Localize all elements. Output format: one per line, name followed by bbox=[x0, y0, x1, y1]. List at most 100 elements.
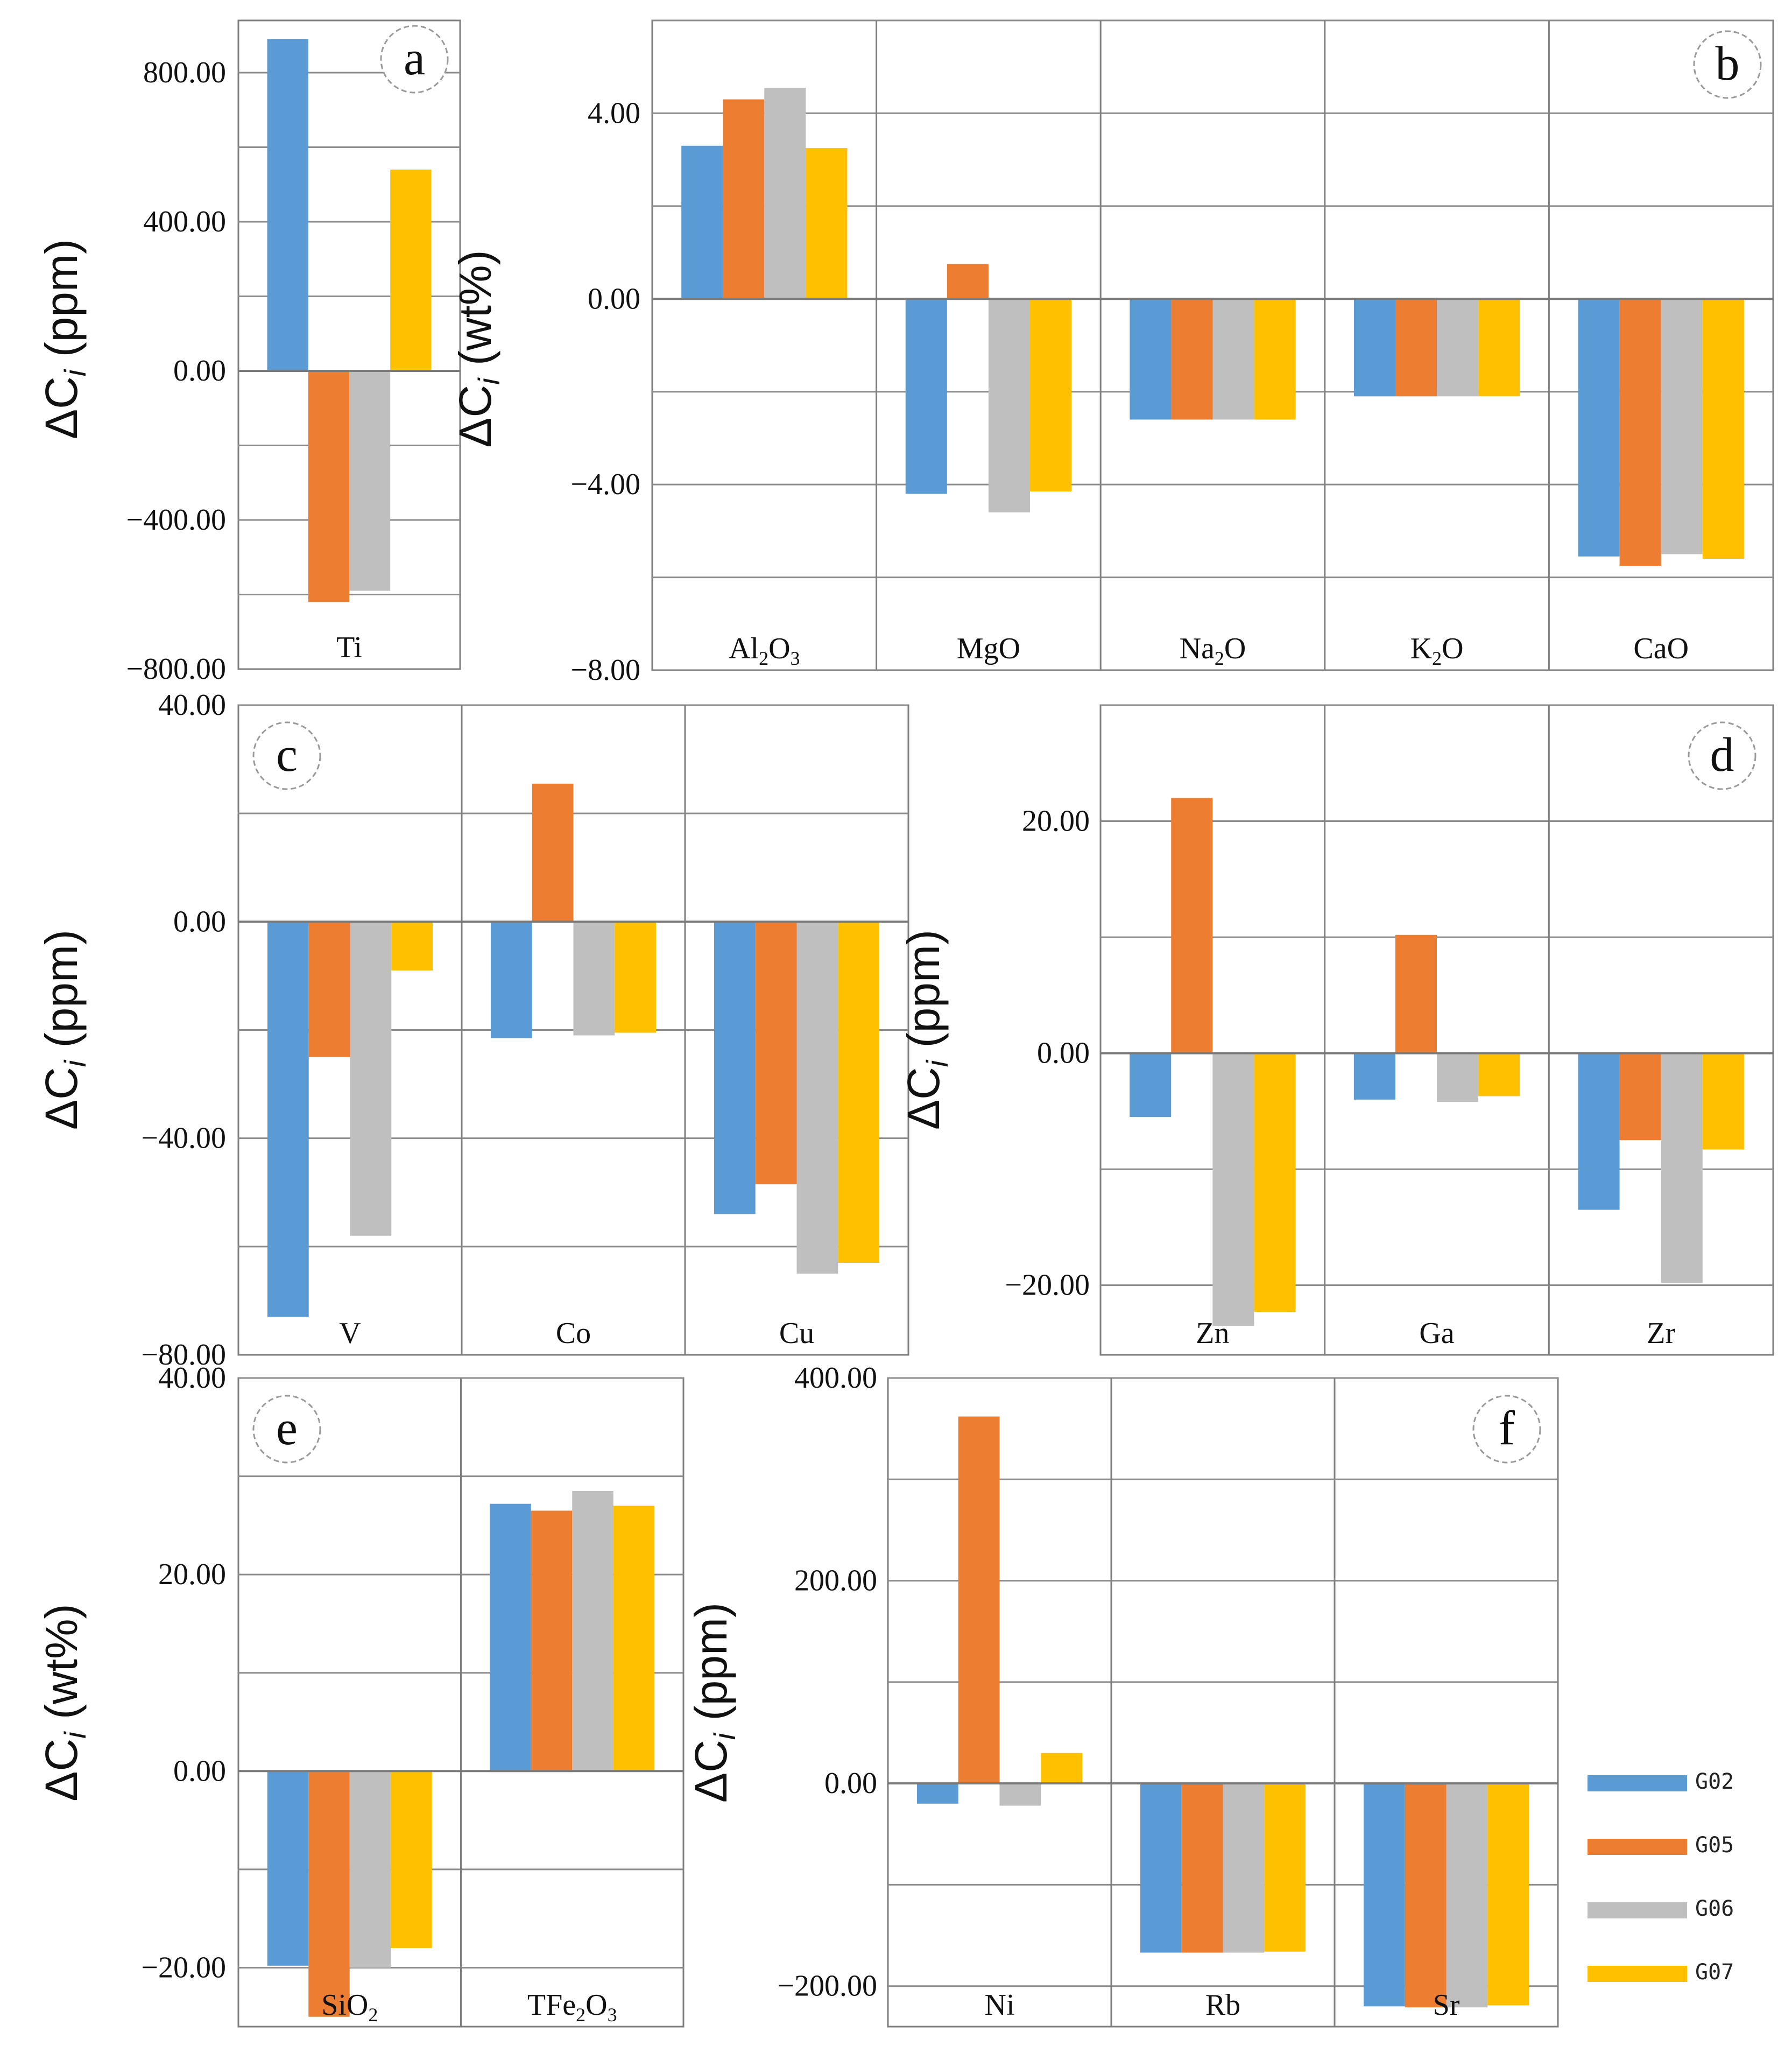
bar-b-K2O-G07 bbox=[1478, 299, 1520, 397]
category-label-Zr: Zr bbox=[1647, 1317, 1675, 1350]
y-tick-label: 20.00 bbox=[1022, 805, 1090, 838]
bar-b-Al2O3-G07 bbox=[806, 148, 848, 299]
bar-b-MgO-G06 bbox=[988, 299, 1030, 512]
category-label-Cu: Cu bbox=[779, 1317, 814, 1350]
bar-a-Ti-G06 bbox=[349, 370, 391, 591]
legend-swatch-g02 bbox=[1588, 1775, 1687, 1791]
bar-f-Sr-G02 bbox=[1363, 1783, 1405, 2007]
category-label-V: V bbox=[339, 1317, 361, 1350]
panel-badge-f bbox=[1472, 1395, 1541, 1464]
category-label-Al2O3: Al2O3 bbox=[729, 632, 800, 669]
bar-f-Ni-G05 bbox=[958, 1416, 1000, 1784]
y-tick-label: −800.00 bbox=[126, 652, 226, 686]
bar-f-Rb-G07 bbox=[1264, 1783, 1306, 1952]
bar-b-MgO-G02 bbox=[905, 299, 947, 494]
legend-swatch-g06 bbox=[1588, 1902, 1687, 1918]
bar-d-Zn-G02 bbox=[1130, 1053, 1172, 1117]
y-tick-label: 800.00 bbox=[143, 56, 226, 89]
panel-badge-b bbox=[1693, 30, 1762, 99]
bar-d-Zn-G07 bbox=[1254, 1053, 1296, 1312]
panel-badge-a bbox=[380, 25, 449, 94]
y-tick-label: −200.00 bbox=[777, 1970, 877, 2003]
panel-badge-d bbox=[1688, 721, 1756, 790]
category-label-Ni: Ni bbox=[985, 1988, 1015, 2022]
bar-b-Al2O3-G05 bbox=[723, 99, 765, 299]
y-tick-label: 200.00 bbox=[794, 1564, 877, 1598]
category-label-Co: Co bbox=[556, 1317, 591, 1350]
bar-b-MgO-G05 bbox=[947, 264, 989, 299]
bar-b-CaO-G06 bbox=[1661, 299, 1703, 554]
legend-item-g02: G02 bbox=[1588, 1766, 1770, 1798]
bar-e-SiO2-G02 bbox=[267, 1771, 309, 1966]
y-tick-label: 400.00 bbox=[143, 205, 226, 238]
bar-e-TFe2O3-G07 bbox=[613, 1506, 655, 1771]
panel-b: Al2O3 MgO Na2O K2O CaO 4.00 0.00 −4.00 −8.00 ΔCi … bbox=[450, 19, 1774, 687]
bar-b-Al2O3-G06 bbox=[764, 88, 806, 299]
legend-swatch-g07 bbox=[1588, 1966, 1687, 1982]
y-tick-label: 40.00 bbox=[158, 688, 226, 722]
bar-f-Rb-G02 bbox=[1140, 1783, 1182, 1953]
plot-frame-a bbox=[237, 19, 461, 670]
y-tick-label: 400.00 bbox=[794, 1361, 877, 1395]
category-label-Rb: Rb bbox=[1205, 1988, 1240, 2022]
bar-e-TFe2O3-G02 bbox=[490, 1503, 531, 1771]
y-axis-label: ΔCi (ppm) bbox=[36, 930, 92, 1130]
bar-b-CaO-G05 bbox=[1619, 299, 1661, 566]
bar-d-Zn-G05 bbox=[1171, 798, 1213, 1053]
y-tick-label: 20.00 bbox=[158, 1558, 226, 1591]
legend-label-g06: G06 bbox=[1695, 1896, 1734, 1921]
panel-letter-b: b bbox=[1716, 37, 1740, 90]
bar-f-Sr-G07 bbox=[1487, 1783, 1529, 2006]
category-label-Sr: Sr bbox=[1433, 1988, 1460, 2022]
bar-c-V-G05 bbox=[308, 922, 350, 1057]
legend-item-g07: G07 bbox=[1588, 1956, 1770, 1988]
y-axis-label: ΔCi (ppm) bbox=[36, 239, 92, 439]
bar-c-Cu-G07 bbox=[838, 922, 880, 1263]
bar-b-MgO-G07 bbox=[1029, 299, 1072, 492]
y-tick-label: −8.00 bbox=[570, 653, 640, 687]
legend: G02 G05 G06 G07 bbox=[1588, 1766, 1770, 2013]
category-label-SiO2: SiO2 bbox=[321, 1988, 378, 2026]
legend-item-g06: G06 bbox=[1588, 1893, 1770, 1925]
panel-a: Ti 800.00 400.00 0.00 −400.00 −800.00 ΔCi (ppm… bbox=[36, 19, 461, 686]
bar-e-SiO2-G07 bbox=[391, 1771, 432, 1948]
bar-e-TFe2O3-G05 bbox=[531, 1510, 573, 1771]
category-label-K2O: K2O bbox=[1410, 632, 1464, 669]
bar-f-Ni-G02 bbox=[916, 1783, 958, 1804]
category-label-MgO: MgO bbox=[957, 632, 1020, 665]
bar-c-Co-G02 bbox=[490, 922, 532, 1038]
bar-c-Cu-G05 bbox=[755, 922, 797, 1185]
y-tick-label: 0.00 bbox=[173, 1754, 226, 1788]
category-label-Ga: Ga bbox=[1419, 1317, 1454, 1350]
panel-letter-e: e bbox=[276, 1402, 298, 1455]
bar-d-Ga-G02 bbox=[1353, 1053, 1395, 1100]
bar-f-Sr-G06 bbox=[1446, 1783, 1488, 2008]
panel-letter-f: f bbox=[1499, 1402, 1515, 1455]
bar-c-Co-G06 bbox=[573, 922, 615, 1036]
legend-label-g05: G05 bbox=[1695, 1833, 1734, 1858]
legend-label-g07: G07 bbox=[1695, 1960, 1734, 1985]
panel-e: SiO2 TFe2O3 40.00 20.00 0.00 −20.00 ΔCi (wt%) e bbox=[36, 1361, 685, 2028]
bar-e-SiO2-G06 bbox=[349, 1771, 391, 1968]
y-tick-label: −80.00 bbox=[141, 1338, 226, 1372]
category-label-TFe2O3: TFe2O3 bbox=[527, 1988, 617, 2026]
category-label-Zn: Zn bbox=[1196, 1317, 1229, 1350]
bar-d-Ga-G06 bbox=[1437, 1053, 1479, 1102]
bar-b-Na2O-G06 bbox=[1212, 299, 1254, 420]
category-label-Ti: Ti bbox=[336, 631, 362, 664]
panel-c: V Co Cu 40.00 0.00 −40.00 −80.00 ΔCi (ppm) c bbox=[36, 688, 909, 1372]
bar-f-Ni-G06 bbox=[999, 1783, 1041, 1806]
bar-d-Zr-G05 bbox=[1619, 1053, 1661, 1141]
legend-item-g05: G05 bbox=[1588, 1829, 1770, 1861]
bar-b-K2O-G02 bbox=[1353, 299, 1396, 397]
bar-d-Zr-G02 bbox=[1578, 1053, 1620, 1210]
panel-letter-c: c bbox=[276, 728, 298, 782]
bar-b-Na2O-G02 bbox=[1130, 299, 1172, 420]
bar-d-Ga-G07 bbox=[1478, 1053, 1520, 1096]
bar-e-TFe2O3-G06 bbox=[572, 1490, 613, 1771]
bar-b-Al2O3-G02 bbox=[681, 145, 723, 299]
y-tick-label: 0.00 bbox=[824, 1767, 877, 1800]
bar-a-Ti-G05 bbox=[308, 370, 349, 602]
bar-c-Cu-G06 bbox=[796, 922, 838, 1274]
